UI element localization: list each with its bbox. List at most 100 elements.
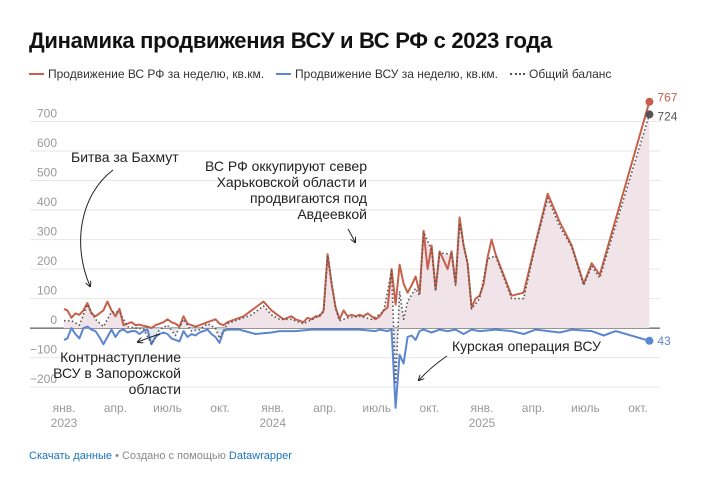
data-point-balance-44 [418, 294, 421, 297]
data-point-balance-10 [142, 327, 145, 330]
data-point-ru-1 [66, 309, 69, 312]
data-point-ua-61 [418, 330, 421, 333]
data-point-balance-36 [370, 318, 373, 321]
data-point-ua-21 [146, 328, 149, 331]
data-point-ru-26 [166, 318, 169, 321]
data-point-balance-16 [190, 330, 193, 333]
data-point-ru-96 [446, 268, 449, 271]
legend-item-ua: Продвижение ВСУ за неделю, кв.км. [276, 67, 498, 81]
x-tick-label-2: июль [153, 401, 182, 415]
y-tick-label-1: 600 [37, 136, 57, 150]
data-point-ru-72 [350, 313, 353, 316]
data-point-ua-0 [62, 338, 65, 341]
data-point-balance-7 [118, 310, 121, 313]
data-point-ua-2 [70, 327, 73, 330]
data-point-ru-85 [402, 282, 405, 285]
data-point-balance-18 [206, 322, 209, 325]
data-point-ru-23 [154, 324, 157, 327]
data-point-ua-58 [406, 335, 409, 338]
data-point-ru-19 [138, 323, 141, 326]
data-point-balance-42 [406, 300, 409, 303]
data-point-ru-28 [174, 322, 177, 325]
data-point-balance-26 [278, 318, 281, 321]
data-point-ua-4 [78, 337, 81, 340]
datawrapper-link[interactable]: Datawrapper [228, 450, 292, 462]
data-point-ua-45 [278, 330, 281, 333]
data-point-ua-52 [378, 328, 381, 331]
data-point-ru-50 [262, 300, 265, 303]
y-tick-label-2: 500 [37, 166, 57, 180]
data-point-balance-32 [334, 307, 337, 310]
data-point-balance-60 [546, 197, 549, 200]
data-point-balance-29 [314, 316, 317, 319]
data-point-ru-34 [198, 324, 201, 327]
data-point-ru-107 [490, 238, 493, 241]
data-point-ru-81 [386, 306, 389, 309]
data-point-ua-77 [602, 334, 605, 337]
data-point-balance-21 [226, 322, 229, 325]
data-point-balance-56 [494, 254, 497, 257]
data-point-balance-48 [438, 251, 441, 254]
data-point-ua-56 [398, 353, 401, 356]
data-point-balance-1 [70, 319, 73, 322]
data-point-balance-5 [102, 325, 105, 328]
data-point-ru-51 [266, 304, 269, 307]
data-point-ru-47 [250, 309, 253, 312]
data-point-ua-70 [494, 328, 497, 331]
download-data-link[interactable]: Скачать данные [29, 450, 113, 462]
data-point-ua-35 [202, 330, 205, 333]
annotation-2-line-2: области [129, 381, 181, 397]
y-tick-label-0: 700 [37, 107, 57, 121]
data-point-ua-66 [454, 328, 457, 331]
data-point-ua-30 [182, 330, 185, 333]
data-point-balance-38 [390, 269, 393, 272]
x-tick-label-5: апр. [313, 401, 336, 415]
data-point-ru-24 [158, 322, 161, 325]
footer: Скачать данные • Создано с помощью Dataw… [29, 450, 292, 462]
data-point-ru-54 [278, 315, 281, 318]
annotation-3: Курская операция ВСУ [452, 338, 601, 354]
x-tick-label-0: янв. [53, 401, 76, 415]
data-point-ru-52 [270, 309, 273, 312]
data-point-ua-72 [522, 332, 525, 335]
data-point-ru-18 [134, 324, 137, 327]
data-point-ua-28 [174, 338, 177, 341]
data-point-ua-10 [102, 343, 105, 346]
data-point-ru-33 [194, 325, 197, 328]
data-point-balance-20 [218, 337, 221, 340]
data-point-ua-67 [462, 332, 465, 335]
data-point-balance-35 [358, 315, 361, 318]
data-point-ua-60 [414, 338, 417, 341]
data-point-ua-7 [90, 328, 93, 331]
footer-separator: • Создано с помощью [112, 450, 229, 462]
legend-item-balance: Общий баланс [510, 67, 611, 81]
y-tick-label-7: 0 [50, 313, 57, 327]
data-point-balance-62 [570, 245, 573, 248]
x-tick-label-7: окт. [420, 401, 440, 415]
data-point-ua-75 [570, 328, 573, 331]
legend-label-ua: Продвижение ВСУ за неделю, кв.км. [295, 67, 498, 81]
x-tick-label-10: июль [571, 401, 600, 415]
data-point-ua-54 [390, 328, 393, 331]
data-point-ua-17 [130, 330, 133, 333]
data-point-ru-20 [142, 324, 145, 327]
data-point-ru-0 [62, 307, 65, 310]
data-point-balance-55 [486, 257, 489, 260]
data-point-balance-41 [402, 318, 405, 321]
x-tick-year-4: 2024 [259, 416, 286, 430]
end-marker-ru [645, 97, 654, 106]
data-point-balance-49 [450, 253, 453, 256]
x-tick-label-9: апр. [522, 401, 545, 415]
data-point-ru-9 [98, 312, 101, 315]
data-point-ru-103 [474, 297, 477, 300]
annotation-arrow-1 [347, 228, 355, 242]
data-point-balance-39 [394, 383, 397, 386]
data-point-ua-6 [86, 325, 89, 328]
data-point-ua-32 [190, 332, 193, 335]
x-tick-year-8: 2025 [469, 416, 496, 430]
data-point-balance-22 [238, 318, 241, 321]
data-point-ru-10 [102, 309, 105, 312]
data-point-ru-113 [546, 192, 549, 195]
